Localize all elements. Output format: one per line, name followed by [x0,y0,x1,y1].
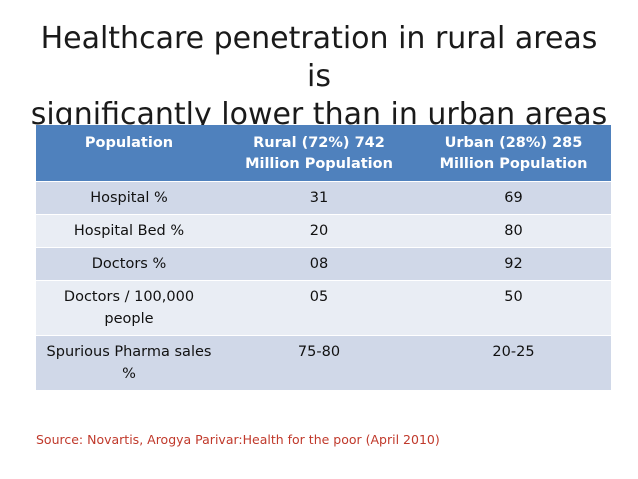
slide-title: Healthcare penetration in rural areas is… [28,20,610,134]
table-row: Doctors % 08 92 [36,247,611,281]
urban-value: 92 [416,247,611,281]
urban-value: 80 [416,214,611,248]
header-urban: Urban (28%) 285 Million Population [416,125,611,182]
rural-value: 31 [222,181,416,215]
table-row: Hospital Bed % 20 80 [36,214,611,248]
table-header-row: Population Rural (72%) 742 Million Popul… [36,125,611,182]
header-rural: Rural (72%) 742 Million Population [222,125,416,182]
rural-value: 75-80 [222,335,416,390]
table-row: Doctors / 100,000 people 05 50 [36,280,611,336]
row-label: Hospital Bed % [36,214,222,248]
row-label: Spurious Pharma sales % [36,335,222,390]
row-label: Doctors / 100,000 people [36,280,222,336]
urban-value: 20-25 [416,335,611,390]
header-population: Population [36,125,222,182]
rural-value: 05 [222,280,416,336]
urban-value: 50 [416,280,611,336]
title-line-1: Healthcare penetration in rural areas is [40,21,598,94]
rural-value: 20 [222,214,416,248]
urban-value: 69 [416,181,611,215]
table-row: Spurious Pharma sales % 75-80 20-25 [36,335,611,390]
source-citation: Source: Novartis, Arogya Parivar:Health … [36,432,440,447]
table-row: Hospital % 31 69 [36,181,611,215]
rural-value: 08 [222,247,416,281]
healthcare-table: Population Rural (72%) 742 Million Popul… [36,125,611,390]
row-label: Doctors % [36,247,222,281]
data-table-container: Population Rural (72%) 742 Million Popul… [36,125,611,390]
row-label: Hospital % [36,181,222,215]
